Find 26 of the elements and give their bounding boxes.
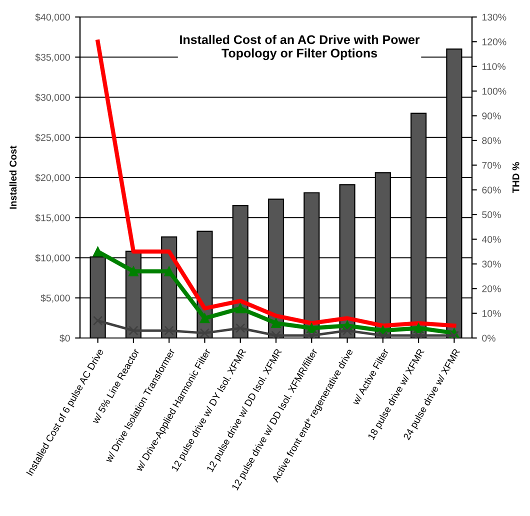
y2-tick-label: 50% [482, 211, 501, 218]
y-tick-label: $30,000 [35, 94, 70, 102]
y2-tick-label: 10% [482, 310, 501, 317]
y-tick-label: $40,000 [35, 13, 70, 22]
y-tick-label: $10,000 [35, 254, 70, 263]
y2-tick-label: 40% [482, 236, 501, 243]
y-tick-label: $0 [60, 334, 70, 342]
y2-tick-label: 90% [482, 112, 501, 120]
y-tick-label: $25,000 [35, 134, 70, 142]
y-axis-title: Installed Cost [9, 146, 17, 209]
y2-tick-label: 70% [482, 162, 501, 169]
text: Installed Cost of an AC Drive with Power Topology or Filter Options [180, 34, 420, 60]
y2-tick-label: 0% [482, 334, 496, 342]
y2-tick-label: 20% [482, 285, 501, 292]
y-tick-label: $5,000 [40, 294, 70, 303]
y-tick-label: $35,000 [35, 53, 70, 62]
y2-tick-label: 60% [482, 186, 501, 194]
y2-tick-label: 130% [482, 14, 506, 21]
y2-tick-label: 30% [482, 260, 501, 268]
y2-tick-label: 100% [482, 88, 506, 95]
y2-tick-label: 80% [482, 137, 501, 144]
y-tick-label: $20,000 [35, 174, 70, 182]
y2-tick-label: 110% [482, 63, 506, 70]
y2-axis-title: THD % [512, 162, 520, 194]
y2-tick-label: 120% [482, 38, 506, 46]
y-tick-label: $15,000 [35, 214, 70, 222]
